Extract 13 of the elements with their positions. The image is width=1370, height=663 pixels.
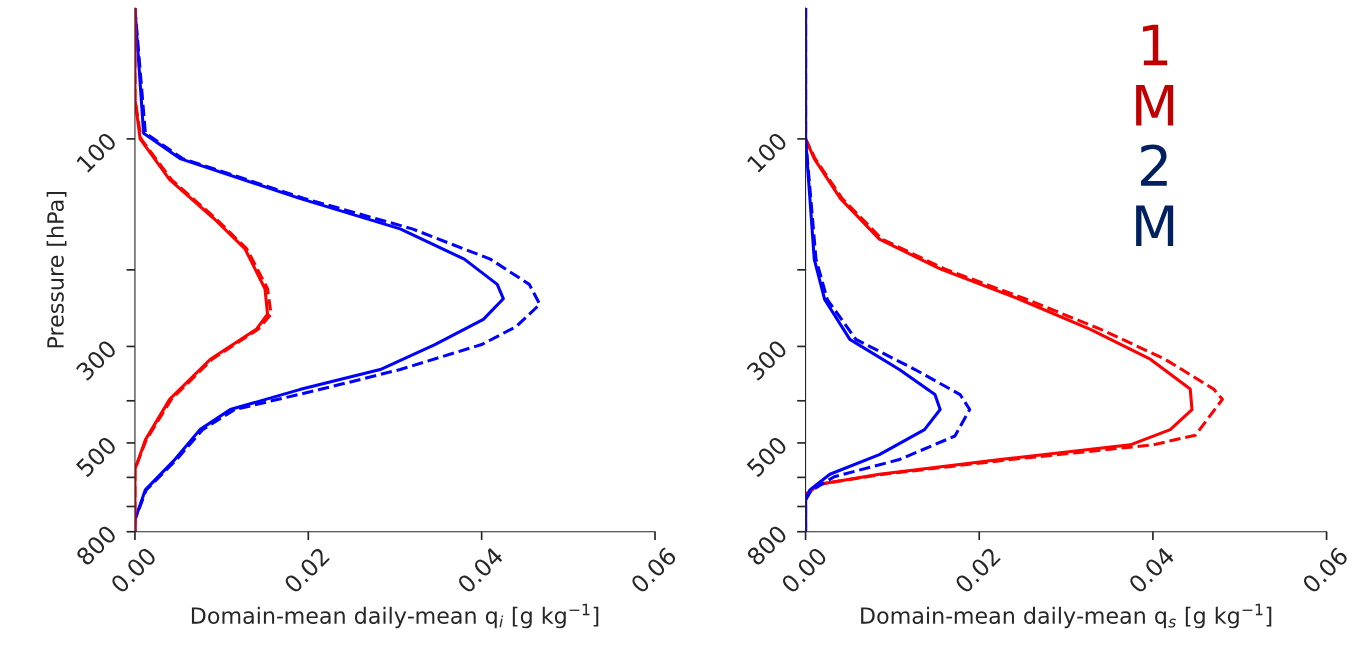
y-axis-title: Pressure [hPa] bbox=[46, 192, 67, 348]
y-tick-label: 100 bbox=[75, 131, 118, 173]
y-tick-label: 300 bbox=[75, 338, 118, 381]
y-tick-label: 300 bbox=[745, 338, 789, 381]
x-axis-title: Domain-mean daily-mean q$_{s}$ [g kg$^{−1}$] bbox=[861, 603, 1272, 629]
y-tick-label: 100 bbox=[746, 131, 789, 173]
y-tick-label: 500 bbox=[745, 435, 789, 478]
y-tick-label: 500 bbox=[75, 435, 118, 478]
annotation: 2 bbox=[1141, 144, 1167, 186]
annotation: 1 bbox=[1143, 24, 1168, 66]
annotation: M bbox=[1136, 205, 1174, 246]
annotation: M bbox=[1136, 84, 1174, 126]
x-axis-title: Domain-mean daily-mean q$_{i}$ [g kg$^{−1}$] bbox=[191, 603, 599, 629]
